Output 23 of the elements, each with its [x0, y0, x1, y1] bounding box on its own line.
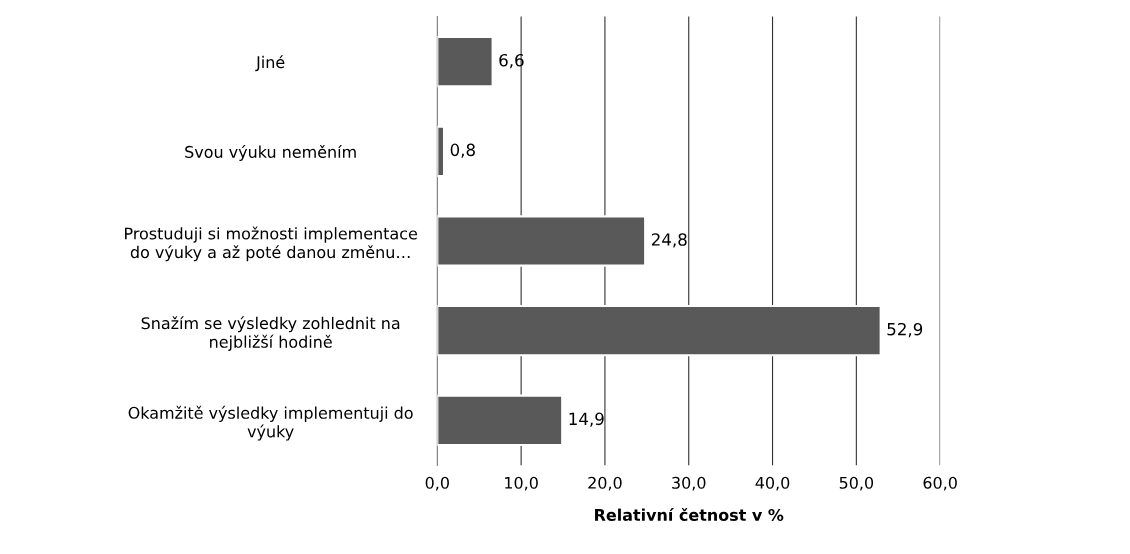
bar: [437, 125, 446, 178]
bar: [437, 304, 882, 357]
y-tick-label: Jiné: [255, 55, 285, 72]
bar: [437, 215, 647, 267]
x-tick-label: 50,0: [839, 476, 874, 491]
data-label: 52,9: [887, 322, 923, 338]
data-label: 6,6: [499, 53, 524, 69]
y-tick-label: Okamžitě výsledky implementuji do výuky: [128, 405, 413, 441]
data-label: 0,8: [450, 143, 475, 158]
x-tick-label: 30,0: [672, 476, 706, 491]
bar: [437, 394, 564, 446]
bar: [437, 35, 494, 88]
x-tick-label: 40,0: [755, 476, 790, 491]
y-tick-label: Snažím se výsledky zohlednit na nejbližší hodině: [141, 316, 400, 351]
y-tick-label: Prostuduji si možnosti implementace do výuky a až poté danou změnu…: [125, 226, 417, 262]
x-tick-label: 20,0: [588, 476, 622, 491]
y-tick-label: Svou výuku neměním: [185, 144, 356, 162]
data-label: 14,9: [569, 412, 604, 427]
data-label: 24,8: [651, 233, 687, 248]
x-axis-title: Relativní četnost v %: [595, 507, 784, 521]
x-tick-label: 10,0: [505, 476, 538, 491]
x-tick-label: 0,0: [425, 476, 449, 491]
x-tick-label: 60,0: [923, 476, 957, 491]
